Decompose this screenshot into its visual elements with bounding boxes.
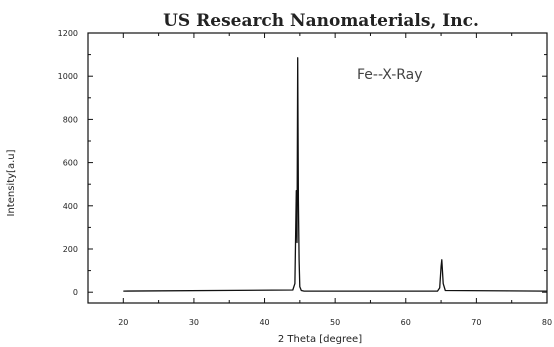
y-tick-label: 800 — [63, 115, 78, 124]
x-axis-label: 2 Theta [degree] — [278, 334, 362, 345]
series-line — [123, 57, 548, 292]
chart-annotation: Fe--X-Ray — [357, 67, 423, 83]
x-tick-label: 60 — [401, 318, 411, 327]
x-tick-label: 40 — [259, 318, 269, 327]
x-tick-label: 70 — [471, 318, 481, 327]
series-group — [123, 57, 548, 292]
x-tick-label: 30 — [189, 318, 199, 327]
y-tick-label: 0 — [73, 288, 78, 297]
chart-title: US Research Nanomaterials, Inc. — [163, 11, 479, 31]
y-tick-label: 200 — [63, 245, 78, 254]
y-tick-label: 400 — [63, 202, 78, 211]
y-tick-label: 1000 — [58, 72, 78, 81]
x-tick-label: 50 — [330, 318, 340, 327]
x-tick-label: 80 — [542, 318, 552, 327]
y-tick-label: 600 — [63, 159, 78, 168]
y-tick-label: 1200 — [58, 29, 78, 38]
plot-frame — [87, 32, 548, 304]
x-tick-label: 20 — [118, 318, 128, 327]
y-axis-label: Intensity[a.u] — [6, 149, 17, 216]
